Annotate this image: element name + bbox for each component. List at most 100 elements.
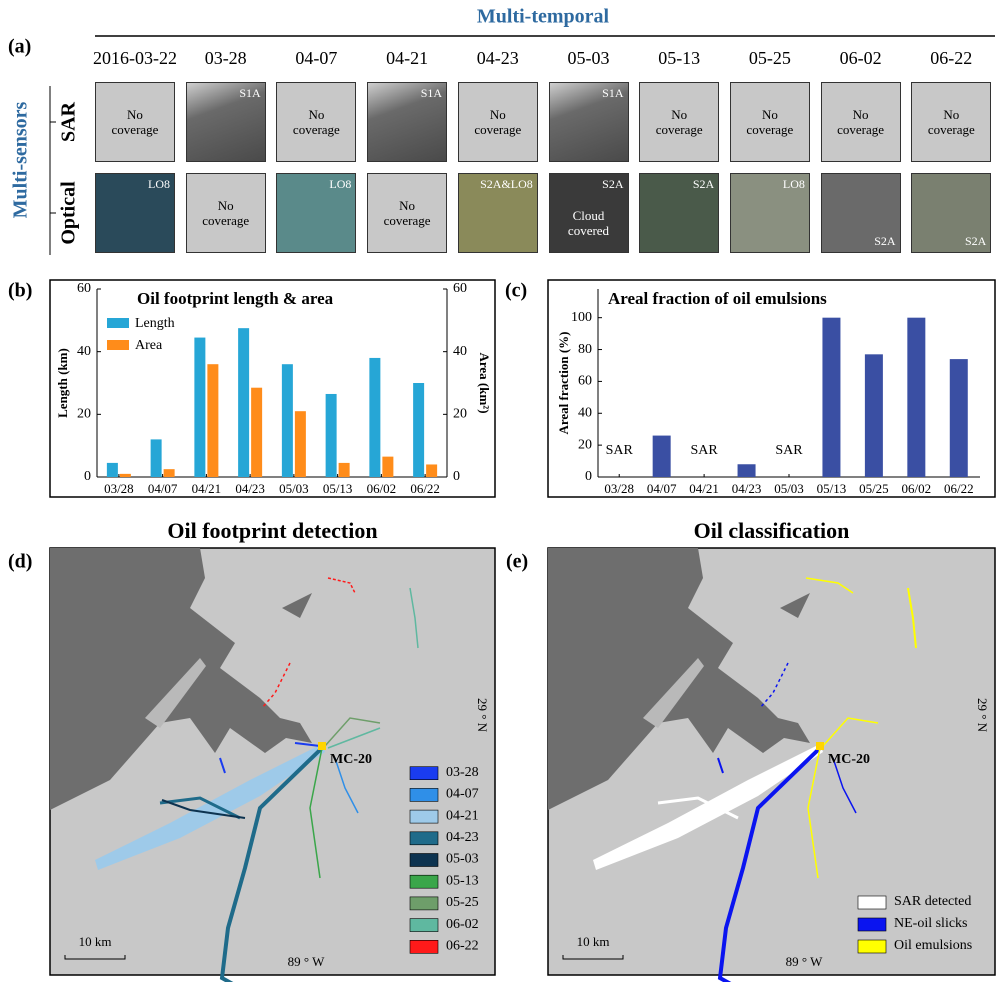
legend-swatch — [857, 917, 887, 932]
x-tick-label: 04/23 — [732, 481, 762, 496]
value-label: SAR — [690, 443, 718, 458]
lon-label: 89 ° W — [786, 954, 823, 969]
x-tick-label: 04/07 — [647, 481, 677, 496]
x-tick-label: 03/28 — [104, 481, 134, 496]
bar — [281, 364, 293, 477]
x-tick-label: 04/23 — [235, 481, 265, 496]
panel-label: (b) — [8, 280, 32, 302]
image-tile: No coverage — [185, 173, 266, 253]
legend-label: 06-02 — [446, 917, 479, 932]
bar — [822, 317, 841, 477]
y2-tick-label: 40 — [453, 344, 467, 359]
y2-tick-label: 20 — [453, 407, 467, 422]
y-axis-label: Length (km) — [55, 348, 70, 418]
bar — [949, 359, 968, 477]
x-tick-label: 05/03 — [774, 481, 804, 496]
image-tile: S2A — [911, 173, 992, 253]
legend-swatch — [107, 318, 129, 328]
sensor-label: S2A&LO8 — [480, 177, 533, 191]
sensor-label: S2A — [692, 177, 715, 191]
bar — [369, 357, 381, 477]
site-label: MC-20 — [828, 752, 870, 767]
value-label: SAR — [606, 443, 634, 458]
bar — [251, 387, 263, 477]
sensor-label: LO8 — [782, 177, 805, 191]
bar — [163, 469, 175, 477]
x-tick-label: 06/02 — [902, 481, 932, 496]
legend-swatch — [409, 831, 439, 846]
legend-swatch — [857, 939, 887, 954]
legend-swatch — [409, 939, 439, 954]
tile-note: No coverage — [292, 107, 340, 137]
image-tile: S2A — [820, 173, 901, 253]
y-tick-label: 60 — [77, 281, 91, 296]
tile-note: No coverage — [111, 107, 159, 137]
date-label: 2016-03-22 — [93, 48, 177, 68]
panel-b-frame — [49, 279, 496, 498]
legend-swatch — [409, 896, 439, 911]
bar — [119, 473, 131, 477]
panel-title: Multi-temporal — [477, 6, 610, 28]
legend-swatch — [409, 853, 439, 867]
x-tick-label: 04/07 — [148, 481, 178, 496]
legend-swatch — [857, 895, 887, 910]
tile-note: No coverage — [927, 107, 975, 137]
sensor-label: LO8 — [329, 177, 352, 191]
legend-swatch — [409, 766, 439, 780]
lon-label: 89 ° W — [288, 954, 325, 969]
image-tile: Cloud covered S2A — [548, 173, 629, 253]
tile-note: No coverage — [202, 198, 250, 228]
chart-title: Areal fraction of oil emulsions — [608, 289, 827, 308]
legend-label: Length — [135, 316, 175, 331]
bar — [338, 462, 350, 477]
legend-label: Area — [135, 338, 163, 353]
map-e: 29 ° N 89 ° W MC-20 10 km SAR detected NE-oil… — [547, 547, 996, 982]
panel-label: (c) — [505, 280, 527, 302]
scale-label: 10 km — [577, 934, 610, 949]
sensor-label: LO8 — [148, 177, 170, 191]
image-tile: S2A — [639, 173, 720, 253]
image-tile: S1A — [548, 82, 629, 162]
tile-note: No coverage — [383, 198, 431, 228]
date-label: 05-13 — [658, 48, 700, 68]
map-title: Oil classification — [694, 518, 850, 543]
bar — [150, 439, 162, 477]
image-tile: No coverage — [276, 82, 357, 162]
tile-note: No coverage — [837, 107, 885, 137]
x-tick-label: 05/25 — [859, 481, 889, 496]
bar — [737, 464, 756, 477]
site-label: MC-20 — [330, 752, 372, 767]
scale-label: 10 km — [79, 934, 112, 949]
date-label: 04-23 — [477, 48, 519, 68]
image-tile: No coverage — [820, 82, 901, 162]
row-label: SAR — [58, 101, 80, 142]
bar — [907, 317, 926, 477]
legend-label: 04-07 — [446, 787, 479, 802]
image-tile: S1A — [367, 82, 448, 162]
legend-label: 04-21 — [446, 808, 479, 823]
tile-note: No coverage — [655, 107, 703, 137]
legend-swatch — [107, 340, 129, 350]
image-tile: LO8 — [276, 173, 357, 253]
y2-tick-label: 60 — [453, 281, 467, 296]
sensor-label: S2A — [874, 234, 896, 248]
sensor-label: S1A — [420, 86, 443, 100]
x-tick-label: 04/21 — [689, 481, 719, 496]
legend-swatch — [409, 809, 439, 824]
y-tick-label: 0 — [585, 469, 592, 484]
y-tick-label: 20 — [77, 407, 91, 422]
panel-label: (e) — [506, 551, 528, 573]
y-tick-label: 40 — [578, 405, 592, 420]
x-tick-label: 05/13 — [817, 481, 847, 496]
image-tile: No coverage — [729, 82, 810, 162]
image-tile: No coverage — [911, 82, 992, 162]
date-label: 05-03 — [568, 48, 610, 68]
bar — [325, 393, 337, 477]
lat-label: 29 ° N — [475, 698, 490, 733]
map-title: Oil footprint detection — [167, 518, 377, 543]
bar — [864, 354, 883, 477]
y-tick-label: 100 — [571, 310, 592, 325]
legend-label: 05-25 — [446, 895, 479, 910]
tile-note: No coverage — [474, 107, 522, 137]
